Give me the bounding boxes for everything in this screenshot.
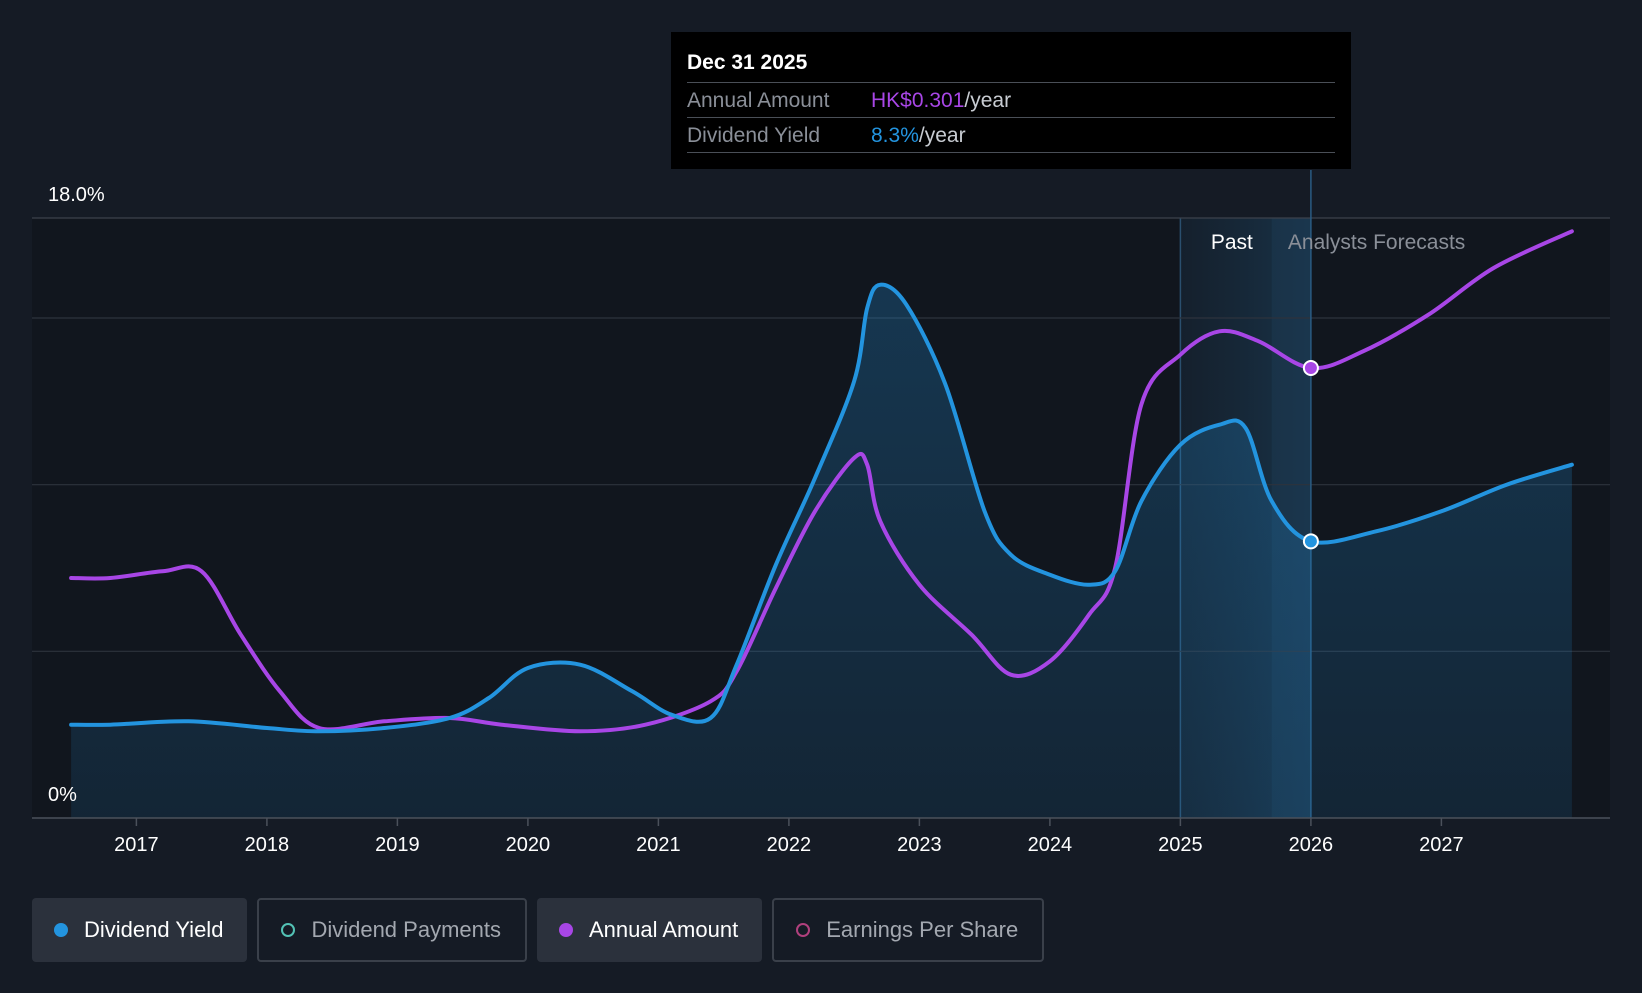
x-tick-label: 2024	[1028, 834, 1073, 856]
dividend-yield-area	[71, 284, 1572, 818]
x-tick-label: 2023	[897, 834, 942, 856]
dividend-yield-marker[interactable]	[1302, 533, 1319, 550]
tooltip-annual-amount-unit: /year	[964, 88, 1012, 112]
annual-amount-dot-icon	[558, 923, 573, 937]
x-tick-label: 2027	[1419, 834, 1464, 856]
annual-amount-marker[interactable]	[1302, 360, 1319, 376]
x-tick-label: 2025	[1158, 834, 1203, 856]
legend-dividend-payments-label: Dividend Payments	[311, 917, 501, 942]
tooltip-row-dividend-yield: Dividend Yield 8.3% /year	[687, 117, 1335, 153]
legend-annual-amount-label: Annual Amount	[588, 917, 739, 942]
forecast-region-label: Analysts Forecasts	[1288, 231, 1465, 254]
tooltip-dividend-yield-value: 8.3%	[871, 123, 919, 147]
x-tick-label: 2018	[245, 834, 290, 856]
legend: Dividend Yield Dividend Payments Annual …	[32, 898, 1045, 962]
tooltip-annual-amount-label: Annual Amount	[687, 88, 830, 112]
legend-dividend-payments-button[interactable]: Dividend Payments	[257, 898, 527, 962]
tooltip-dividend-yield-unit: /year	[918, 123, 966, 147]
legend-dividend-yield-label: Dividend Yield	[84, 917, 224, 942]
tooltip: Dec 31 2025 Annual Amount HK$0.301 /year…	[671, 32, 1351, 169]
tooltip-dividend-yield-label: Dividend Yield	[687, 123, 821, 147]
legend-annual-amount-button[interactable]: Annual Amount	[536, 898, 763, 962]
x-tick-label: 2020	[506, 834, 551, 856]
past-region-label: Past	[1211, 231, 1253, 254]
tooltip-date: Dec 31 2025	[687, 51, 808, 74]
dividend-payments-ring-icon	[281, 923, 296, 937]
x-tick-label: 2026	[1289, 834, 1334, 856]
x-axis-ticks: 2017 2018 2019 2020 2021 2022 2023 2024 2025 2026…	[114, 818, 1464, 856]
legend-dividend-yield-button[interactable]: Dividend Yield	[32, 898, 248, 962]
legend-earnings-per-share-label: Earnings Per Share	[826, 917, 1019, 942]
x-tick-label: 2019	[375, 834, 420, 856]
dividend-yield-dot-icon	[54, 923, 68, 937]
annual-amount-line[interactable]	[69, 229, 1574, 734]
tooltip-row-annual-amount: Annual Amount HK$0.301 /year	[687, 82, 1335, 117]
legend-earnings-per-share-button[interactable]: Earnings Per Share	[772, 898, 1045, 962]
x-tick-label: 2021	[636, 834, 681, 856]
y-axis-bottom-label: 0%	[48, 784, 77, 806]
y-axis-top-label: 18.0%	[48, 184, 105, 206]
earnings-per-share-ring-icon	[796, 923, 811, 937]
x-tick-label: 2017	[114, 834, 159, 856]
x-tick-label: 2022	[767, 834, 812, 856]
tooltip-annual-amount-value: HK$0.301	[871, 88, 965, 112]
dividend-yield-line[interactable]	[69, 282, 1574, 734]
